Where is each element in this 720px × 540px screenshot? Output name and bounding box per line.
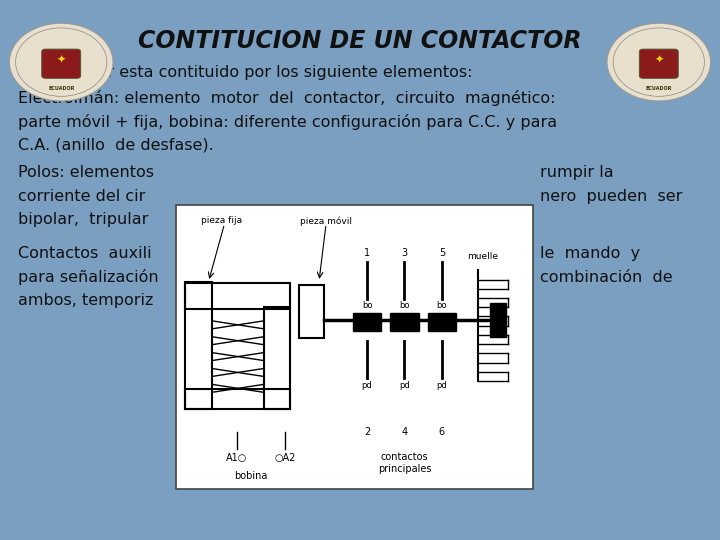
Text: C.A. (anillo  de desfase).: C.A. (anillo de desfase).: [18, 137, 214, 152]
Text: El contactor esta contituido por los siguiente elementos:: El contactor esta contituido por los sig…: [18, 65, 472, 80]
Text: 2: 2: [364, 427, 370, 437]
Circle shape: [9, 23, 113, 101]
Text: 5: 5: [438, 248, 445, 259]
Text: para señalización: para señalización: [18, 269, 158, 285]
Text: ECUADOR: ECUADOR: [48, 85, 74, 91]
Bar: [185, 283, 290, 309]
Bar: [185, 389, 290, 409]
Text: bobina: bobina: [235, 471, 268, 481]
Text: 3: 3: [402, 248, 408, 259]
Text: muelle: muelle: [467, 252, 498, 261]
Text: ○A2: ○A2: [274, 453, 296, 463]
Text: ECUADOR: ECUADOR: [646, 85, 672, 91]
Text: nero  pueden  ser: nero pueden ser: [540, 188, 683, 204]
Text: bo: bo: [362, 301, 372, 310]
Text: rumpir la: rumpir la: [540, 165, 613, 180]
Text: combinación  de: combinación de: [540, 269, 672, 285]
Text: CONTITUCION DE UN CONTACTOR: CONTITUCION DE UN CONTACTOR: [138, 29, 582, 52]
Text: bo: bo: [436, 301, 447, 310]
Bar: [390, 313, 419, 332]
Circle shape: [607, 23, 711, 101]
Text: pd: pd: [436, 381, 447, 390]
Text: pieza fija: pieza fija: [202, 217, 243, 225]
Text: 4: 4: [402, 427, 408, 437]
Text: ✦: ✦: [56, 55, 66, 64]
Text: 1: 1: [364, 248, 370, 259]
Text: bipolar,  tripular: bipolar, tripular: [18, 212, 148, 227]
Text: A1○: A1○: [226, 453, 248, 463]
Text: pieza móvil: pieza móvil: [300, 216, 352, 226]
Text: parte móvil + fija, bobina: diferente configuración para C.C. y para: parte móvil + fija, bobina: diferente co…: [18, 113, 557, 130]
FancyBboxPatch shape: [42, 49, 81, 78]
Text: ✦: ✦: [654, 55, 664, 64]
Text: Polos: elementos: Polos: elementos: [18, 165, 154, 180]
FancyBboxPatch shape: [176, 205, 533, 489]
Text: Contactos  auxili: Contactos auxili: [18, 246, 152, 261]
FancyBboxPatch shape: [639, 49, 678, 78]
Bar: [300, 285, 324, 339]
Bar: [353, 313, 382, 332]
Text: 6: 6: [439, 427, 445, 437]
Text: contactos
principales: contactos principales: [378, 453, 431, 474]
Text: le  mando  y: le mando y: [540, 246, 640, 261]
Bar: [185, 282, 212, 409]
Bar: [490, 303, 506, 337]
Text: pd: pd: [361, 381, 372, 390]
Bar: [264, 307, 290, 409]
Text: bo: bo: [400, 301, 410, 310]
Text: corriente del cir: corriente del cir: [18, 188, 145, 204]
Text: pd: pd: [399, 381, 410, 390]
Bar: [428, 313, 456, 332]
Text: Electroimán: elemento  motor  del  contactor,  circuito  magnético:: Electroimán: elemento motor del contacto…: [18, 90, 556, 106]
Text: ambos, temporiz: ambos, temporiz: [18, 293, 153, 308]
